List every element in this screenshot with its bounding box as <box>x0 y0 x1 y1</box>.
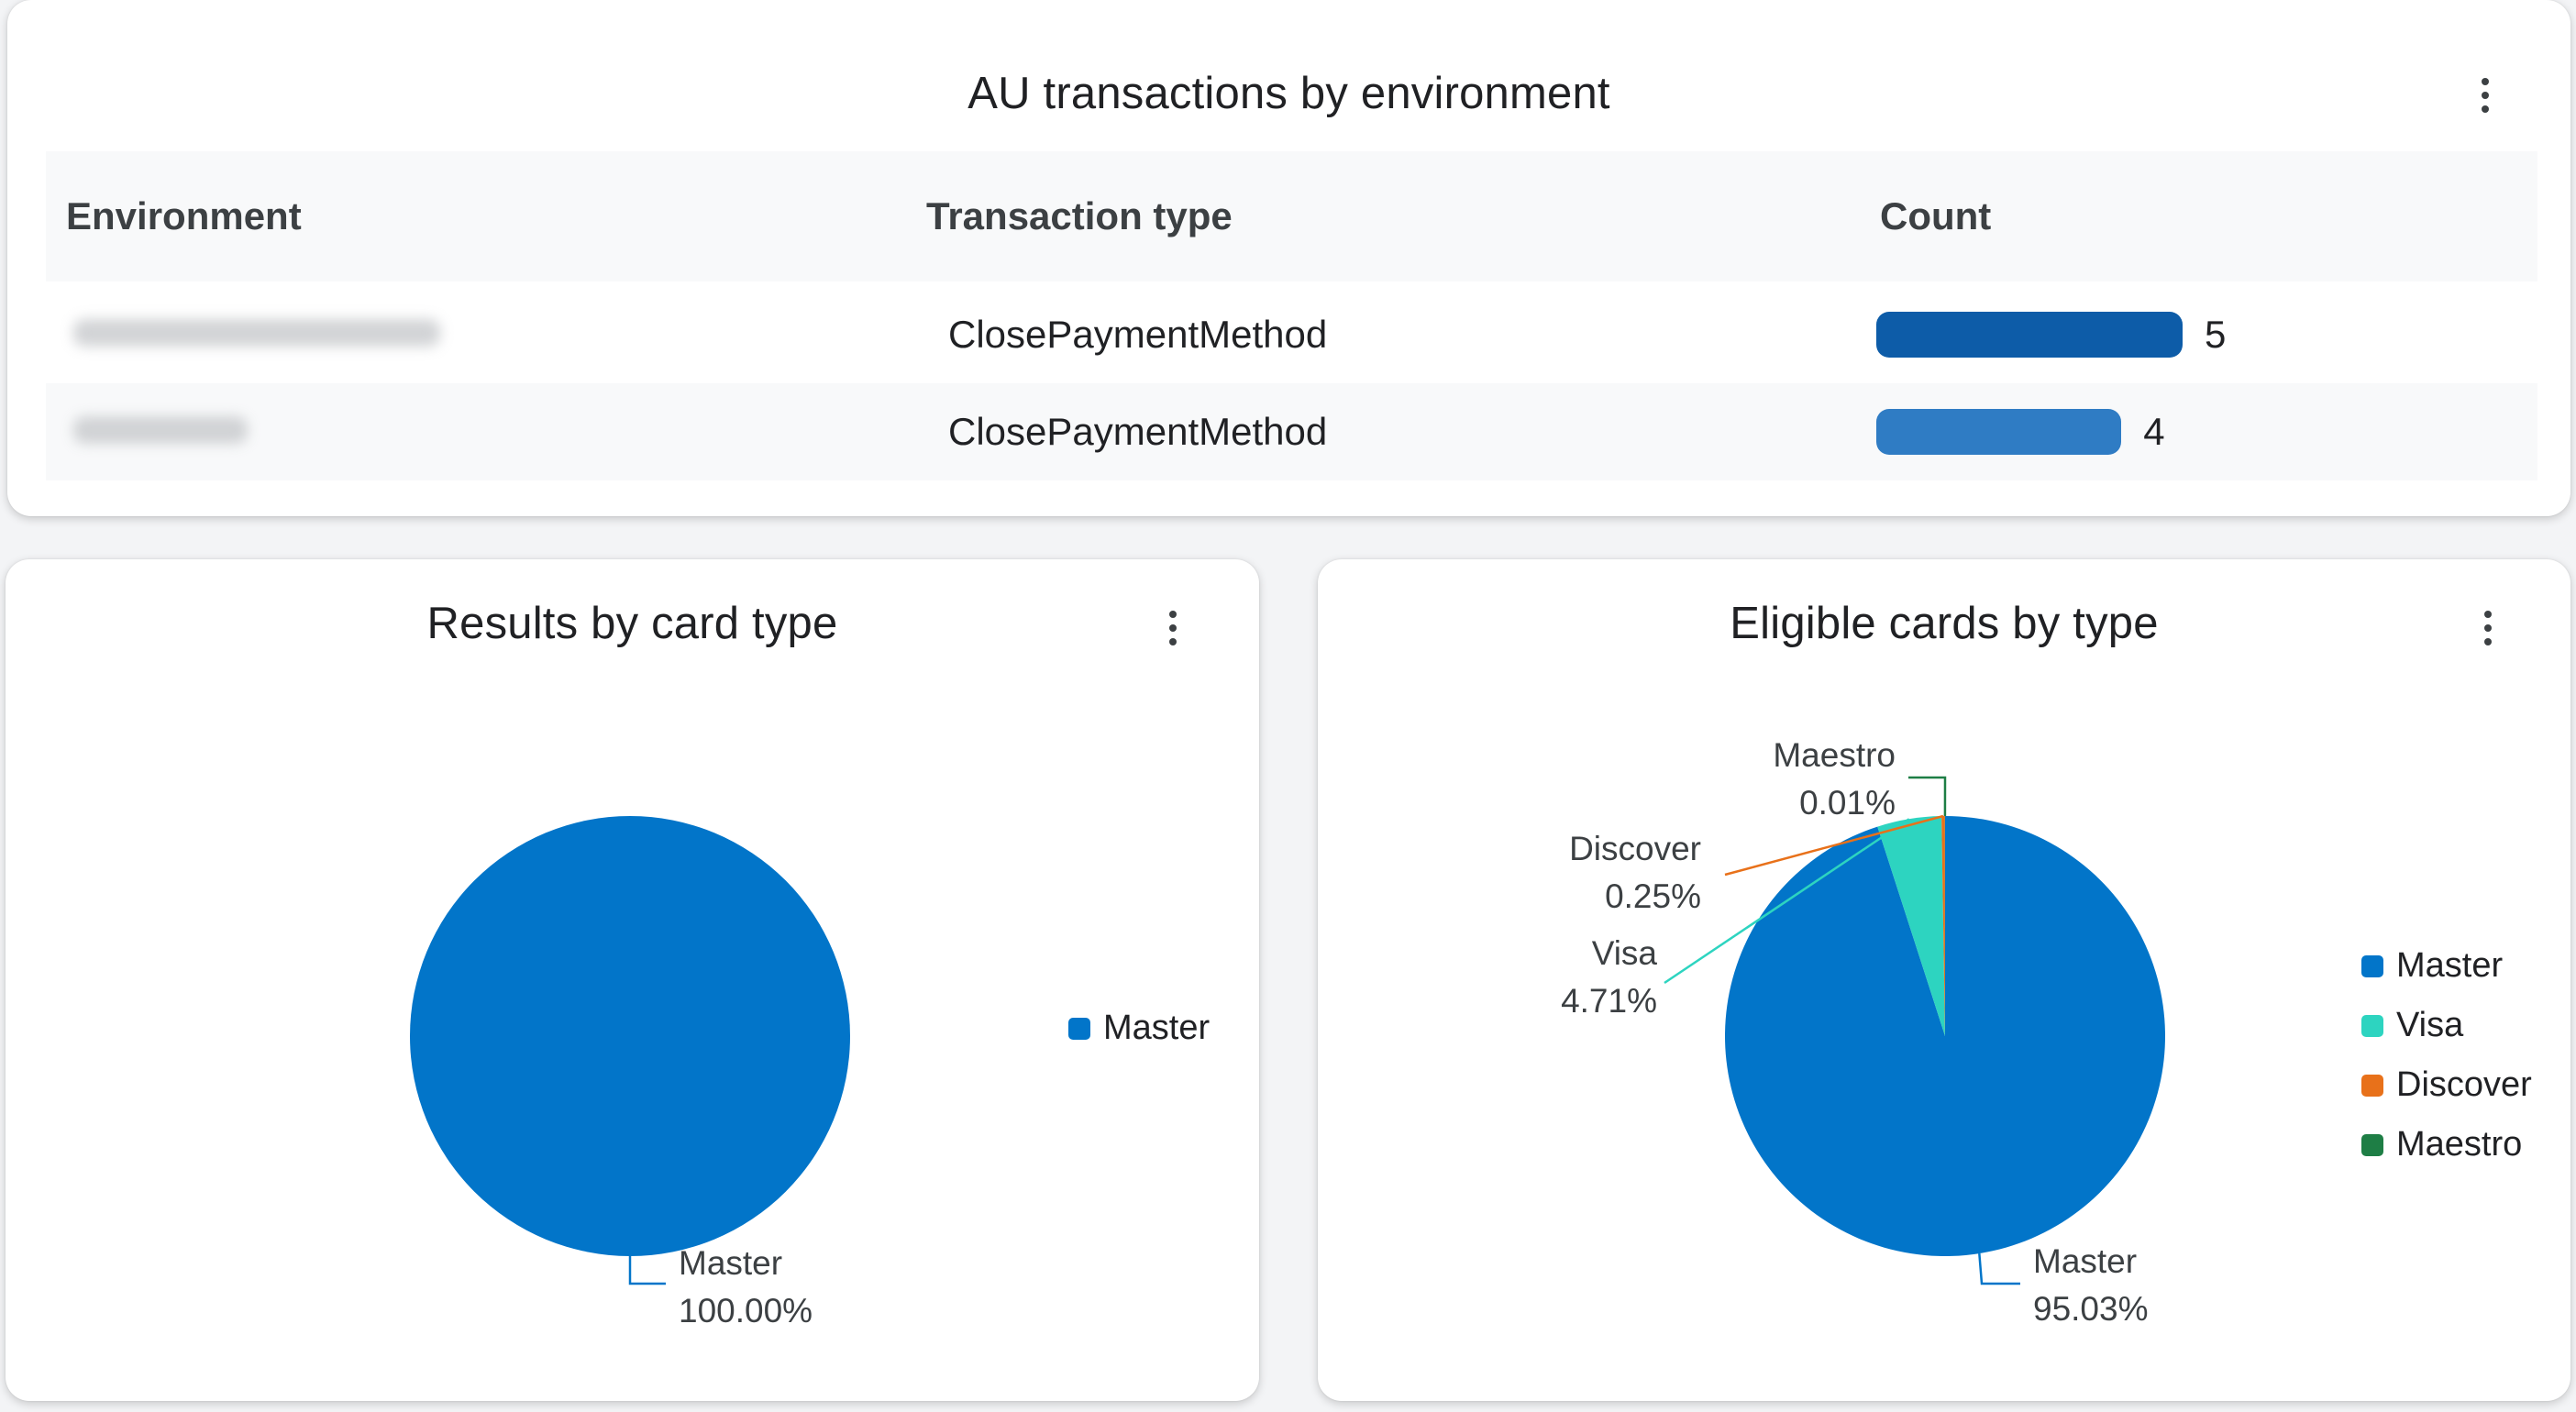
pie-slice-discover[interactable] <box>1941 816 1945 1036</box>
slice-percent-discover: 0.25% <box>1605 877 1701 915</box>
legend-label: Maestro <box>2396 1125 2523 1164</box>
slice-label-visa: Visa <box>1592 934 1658 972</box>
card-title: Results by card type <box>426 599 838 648</box>
card-title: Eligible cards by type <box>1730 599 2159 648</box>
slice-percent-visa: 4.71% <box>1561 982 1657 1020</box>
slice-label-maestro: Maestro <box>1773 736 1896 774</box>
legend-swatch <box>2361 1074 2383 1097</box>
more-vert-icon[interactable] <box>1155 601 1191 656</box>
count-bar <box>1876 409 2122 455</box>
column-header-count[interactable]: Count <box>1880 194 1992 237</box>
legend-label: Visa <box>2396 1006 2464 1044</box>
legend-label: Master <box>2396 946 2504 985</box>
legend-item-discover[interactable]: Discover <box>2361 1065 2532 1105</box>
transaction-type-cell: ClosePaymentMethod <box>948 313 1328 356</box>
legend-item-master[interactable]: Master <box>2361 946 2503 986</box>
slice-percent-master: 100.00% <box>679 1292 813 1329</box>
slice-label-master: Master <box>2033 1242 2137 1280</box>
table-header: Environment Transaction type Count <box>46 151 2537 281</box>
count-bar <box>1876 312 2183 358</box>
pie-chart: Master 100.00% <box>410 816 850 1329</box>
eligible-cards-by-type-card: Eligible cards by type Master 95.03% Visa 4… <box>1318 559 2570 1401</box>
legend-item-maestro[interactable]: Maestro <box>2361 1125 2522 1164</box>
transaction-type-cell: ClosePaymentMethod <box>948 410 1328 453</box>
table-row[interactable]: ClosePaymentMethod 4 <box>46 383 2537 480</box>
column-header-transaction-type[interactable]: Transaction type <box>926 194 1233 237</box>
environment-redacted <box>73 416 248 444</box>
environment-redacted <box>73 319 440 347</box>
au-transactions-card: AU transactions by environment Environme… <box>7 0 2570 516</box>
legend-swatch <box>1068 1017 1090 1040</box>
legend-item-visa[interactable]: Visa <box>2361 1006 2463 1045</box>
column-header-environment[interactable]: Environment <box>66 194 302 237</box>
legend-swatch <box>2361 1014 2383 1037</box>
table-row[interactable]: ClosePaymentMethod 5 <box>46 286 2537 383</box>
pie-slice-master[interactable] <box>410 816 850 1256</box>
leader-line-visa <box>1664 818 1910 985</box>
count-value: 4 <box>2143 410 2165 453</box>
leader-line-discover <box>1724 814 1944 877</box>
slice-label-master: Master <box>679 1244 782 1282</box>
legend-item-master[interactable]: Master <box>1068 1009 1210 1048</box>
leader-line-master <box>1978 1252 2020 1285</box>
slice-label-discover: Discover <box>1569 830 1701 867</box>
results-by-card-type-card: Results by card type Master 100.00% Maste… <box>6 559 1259 1401</box>
legend-label: Master <box>1103 1009 1211 1047</box>
pie-chart: Master 95.03% Visa 4.71% Discover 0.25% Maestr… <box>1561 736 2165 1328</box>
legend-label: Discover <box>2396 1065 2532 1104</box>
more-vert-icon[interactable] <box>2467 68 2504 123</box>
more-vert-icon[interactable] <box>2470 601 2506 656</box>
legend-swatch <box>2361 954 2383 977</box>
card-title: AU transactions by environment <box>967 69 1610 118</box>
pie-slice-visa[interactable] <box>1877 816 1945 1036</box>
legend-swatch <box>2361 1133 2383 1156</box>
slice-percent-master: 95.03% <box>2033 1290 2149 1328</box>
count-value: 5 <box>2205 313 2227 356</box>
leader-line-master <box>628 1256 666 1285</box>
leader-line-maestro <box>1908 776 1947 817</box>
slice-percent-maestro: 0.01% <box>1799 784 1896 822</box>
